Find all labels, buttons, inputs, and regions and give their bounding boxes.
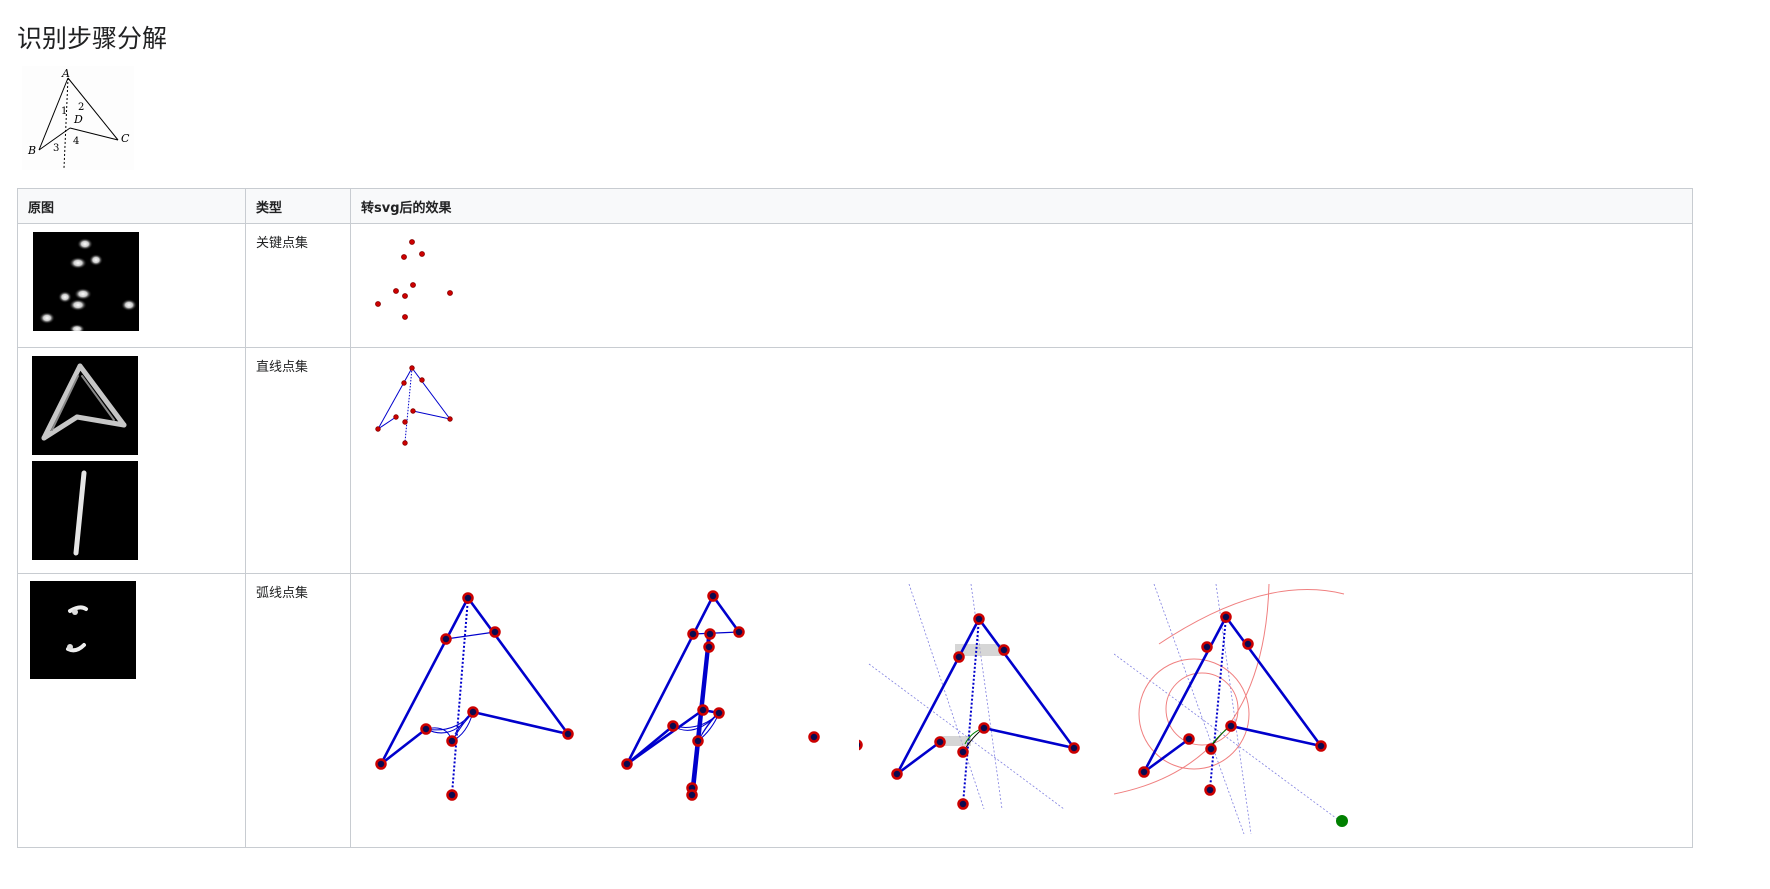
key-point bbox=[410, 282, 416, 288]
keypoints-svg-result bbox=[375, 239, 453, 320]
figure-label-a: A bbox=[61, 67, 70, 80]
row-type-cell: 直线点集 bbox=[245, 346, 351, 575]
key-point bbox=[401, 254, 407, 260]
table-row: 关键点集 bbox=[17, 223, 1693, 348]
arc-center-point bbox=[1336, 815, 1348, 828]
figure-label-3: 3 bbox=[53, 143, 59, 154]
row-type-cell: 关键点集 bbox=[245, 223, 351, 348]
arc-result-panel-1 bbox=[375, 592, 574, 801]
figure-label-b: B bbox=[27, 144, 36, 157]
figure-edge-bd bbox=[38, 127, 71, 151]
row-svg-cell bbox=[350, 346, 1693, 575]
arc-heatmap-image bbox=[30, 581, 136, 680]
figure-label-c: C bbox=[121, 132, 130, 145]
detected-line bbox=[412, 410, 451, 420]
arc-results-strip bbox=[367, 584, 1692, 835]
figure-background bbox=[22, 66, 134, 170]
detected-line bbox=[377, 416, 397, 430]
figure-label-1: 1 bbox=[61, 106, 67, 117]
figure-edge-dc bbox=[69, 127, 119, 141]
recognition-steps-table: 原图 类型 转svg后的效果 bbox=[17, 188, 1693, 848]
table-row: 弧线点集 bbox=[17, 573, 1693, 848]
line-points-svg-result bbox=[375, 365, 453, 446]
key-point bbox=[419, 251, 425, 257]
key-point bbox=[402, 314, 408, 320]
keypoints-heatmap-image bbox=[33, 232, 139, 331]
figure-edge-ac bbox=[67, 77, 119, 141]
arc-result-panel-4 bbox=[1114, 584, 1348, 835]
arc-result-panel-3 bbox=[859, 584, 1080, 810]
page-title: 识别步骤分解 bbox=[17, 24, 168, 53]
detected-dashed-line bbox=[404, 367, 413, 442]
row-original-cell bbox=[17, 223, 246, 348]
header-type: 类型 bbox=[245, 188, 351, 224]
row-original-cell bbox=[17, 346, 246, 575]
table-header-row: 原图 类型 转svg后的效果 bbox=[17, 188, 1693, 224]
geometry-figure-image: A B C D 1 2 3 4 bbox=[22, 66, 134, 170]
key-point bbox=[375, 301, 381, 307]
figure-label-4: 4 bbox=[73, 136, 79, 147]
detected-line bbox=[411, 367, 451, 420]
header-original: 原图 bbox=[17, 188, 246, 224]
figure-edge-ab bbox=[38, 77, 69, 151]
row-svg-cell bbox=[350, 573, 1693, 848]
detected-line bbox=[377, 367, 413, 430]
row-type-cell: 弧线点集 bbox=[245, 573, 351, 848]
arc-result-panel-2 bbox=[621, 590, 820, 801]
row-original-cell bbox=[17, 573, 246, 848]
key-point bbox=[447, 290, 453, 296]
row-svg-cell bbox=[350, 223, 1693, 348]
figure-dashed-line bbox=[63, 77, 69, 169]
figure-label-d: D bbox=[73, 113, 83, 126]
key-point bbox=[393, 288, 399, 294]
key-point bbox=[402, 293, 408, 299]
line-heatmap-image-triangle bbox=[32, 355, 138, 455]
key-point bbox=[409, 239, 415, 245]
table-row: 直线点集 bbox=[17, 346, 1693, 575]
line-heatmap-image-vertical bbox=[32, 460, 138, 560]
figure-label-2: 2 bbox=[78, 102, 84, 113]
header-svg-effect: 转svg后的效果 bbox=[350, 188, 1693, 224]
